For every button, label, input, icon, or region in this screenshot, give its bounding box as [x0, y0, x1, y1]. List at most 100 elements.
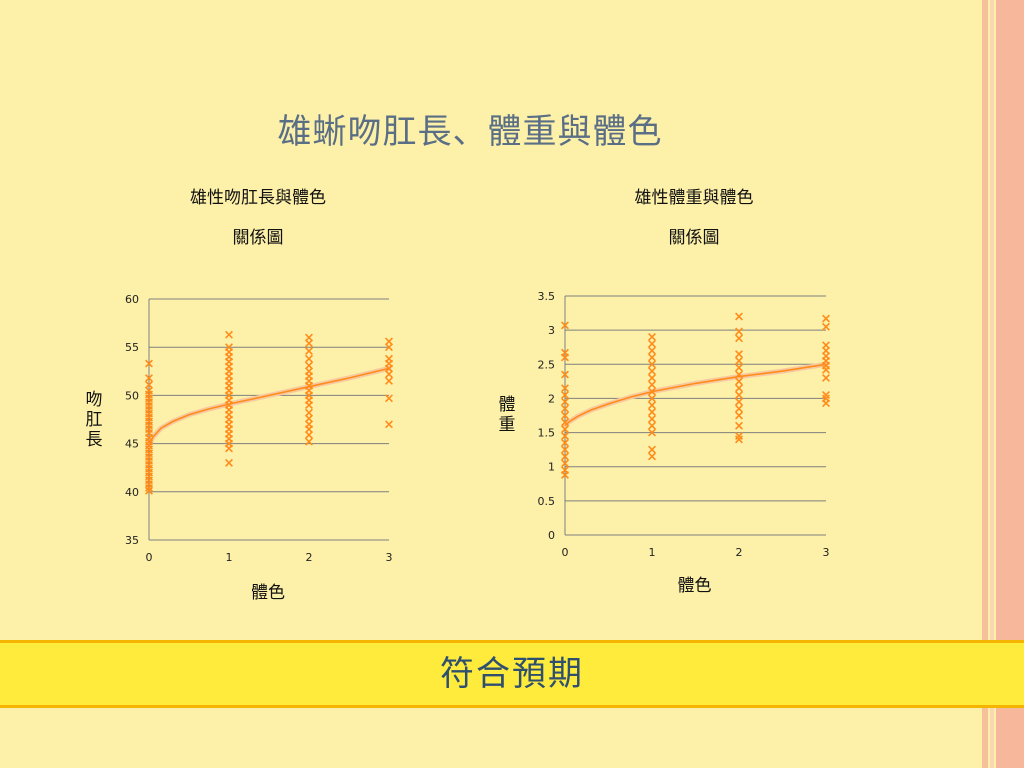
chart1-data-point — [305, 401, 313, 410]
chart1-y-axis-title: 吻肛長 — [86, 390, 103, 450]
chart1-x-axis-title: 體色 — [251, 583, 285, 603]
chart2-title: 雄性體重與體色 關係圖 — [604, 178, 784, 258]
chart1-data-point — [305, 361, 313, 370]
chart1-data-point — [305, 339, 313, 348]
chart1-data-point — [305, 425, 313, 434]
chart2-data-point — [735, 391, 743, 399]
chart2-data-point — [648, 387, 656, 396]
chart1-title-line1: 雄性吻肛長與體色 — [190, 188, 326, 208]
chart2-ytick-label: 1 — [548, 461, 555, 474]
chart2-data-point — [648, 339, 656, 348]
chart2-title-line2: 關係圖 — [668, 228, 720, 248]
charts-canvas: 35 40 45 50 55 60 0 1 2 3 體色 吻肛長 0 0.5 1 1.5 2 2.5 3 3.5 0 1 2… — [86, 290, 830, 603]
chart1-data-point — [305, 430, 313, 439]
conclusion-text: 符合預期 — [440, 654, 584, 694]
chart1-data-point — [225, 458, 233, 467]
chart2-xtick-label: 0 — [562, 546, 569, 559]
chart2-data-point — [648, 408, 656, 417]
chart2-data-point — [561, 470, 569, 479]
decorative-stripe — [982, 0, 988, 768]
slide-title: 雄蜥吻肛長、體重與體色 — [277, 112, 663, 152]
chart1-ytick-label: 35 — [125, 534, 139, 547]
chart2-data-point — [822, 322, 830, 331]
chart2-ytick-label: 1.5 — [538, 427, 556, 440]
chart1-data-point — [225, 330, 233, 339]
chart1-data-point — [145, 380, 153, 389]
chart2-data-point — [561, 404, 569, 413]
chart1-data-point — [385, 376, 393, 385]
chart2-data-point — [735, 334, 743, 343]
chart1-data-point — [385, 364, 393, 373]
chart1-title: 雄性吻肛長與體色 關係圖 — [168, 178, 348, 258]
chart2-data-point — [561, 391, 569, 399]
chart2-data-point — [561, 370, 569, 379]
chart2-ytick-label: 2 — [548, 392, 555, 405]
chart2-data-point — [735, 435, 743, 444]
chart2-title-line1: 雄性體重與體色 — [634, 188, 754, 208]
chart1-data-point — [305, 408, 313, 417]
chart2-data-point — [648, 452, 656, 461]
chart2-data-point — [735, 421, 743, 430]
chart2-xtick-label: 3 — [823, 546, 830, 559]
chart1-data-point — [145, 359, 153, 368]
chart1-data-point — [305, 333, 313, 342]
chart2-ytick-label: 3.5 — [538, 290, 556, 303]
chart1-data-point — [385, 394, 393, 403]
chart2-data-point — [561, 425, 569, 434]
chart2-data-point — [648, 421, 656, 430]
chart2-data-point — [822, 399, 830, 408]
chart2-data-point — [735, 350, 743, 359]
chart2-data-point — [648, 333, 656, 341]
chart2-data-point — [561, 459, 569, 468]
chart2-data-point — [735, 312, 743, 321]
chart2-trendline — [564, 363, 827, 427]
chart2-xtick-label: 1 — [649, 546, 656, 559]
chart2-data-point — [648, 367, 656, 376]
chart2-data-point — [648, 373, 656, 382]
chart1-ytick-label: 45 — [125, 438, 139, 451]
chart1-data-point — [385, 370, 393, 379]
chart2-data-point — [561, 438, 569, 447]
chart1-ytick-label: 55 — [125, 341, 139, 354]
chart1-xtick-label: 0 — [146, 551, 153, 564]
chart2-data-point — [561, 418, 569, 427]
chart2-y-axis-title: 體重 — [499, 395, 516, 435]
chart1-xtick-label: 2 — [306, 551, 313, 564]
chart2-data-point — [561, 432, 569, 440]
chart2-data-point — [648, 380, 656, 389]
chart2-data-point — [822, 314, 830, 323]
conclusion-banner: 符合預期 — [0, 640, 1024, 708]
chart1-xtick-label: 3 — [386, 551, 393, 564]
chart1-trendline-glow — [146, 365, 392, 448]
chart2-data-point — [561, 353, 569, 362]
chart1-data-point — [145, 483, 153, 492]
chart2-data-point — [561, 384, 569, 393]
chart2-data-point — [648, 394, 656, 403]
chart1-ytick-label: 50 — [125, 389, 139, 402]
chart2-data-point — [648, 414, 656, 423]
chart1-data-point — [145, 374, 153, 383]
chart2-data-point — [735, 327, 743, 336]
chart2-data-point — [735, 384, 743, 393]
chart2-x-axis-title: 體色 — [678, 576, 712, 596]
chart1-ytick-label: 40 — [125, 486, 139, 499]
chart2-data-point — [735, 404, 743, 413]
chart2-data-point — [648, 353, 656, 362]
chart2-data-point — [735, 363, 743, 372]
chart2-data-point — [648, 428, 656, 437]
chart1-trendline — [148, 367, 390, 446]
chart2-data-point — [648, 346, 656, 355]
chart2-data-point — [648, 360, 656, 369]
chart1-data-point — [305, 414, 313, 423]
chart2-data-point — [735, 411, 743, 420]
chart2-ytick-label: 2.5 — [538, 358, 556, 371]
chart2-data-point — [561, 321, 569, 330]
chart2-data-point — [648, 401, 656, 410]
chart1-data-point — [305, 354, 313, 363]
chart2-ytick-label: 0.5 — [538, 495, 556, 508]
chart2-data-point — [735, 397, 743, 406]
chart2-xtick-label: 2 — [736, 546, 743, 559]
chart1-data-point — [305, 347, 313, 356]
chart2-data-point — [822, 373, 830, 382]
chart2-data-point — [561, 445, 569, 454]
